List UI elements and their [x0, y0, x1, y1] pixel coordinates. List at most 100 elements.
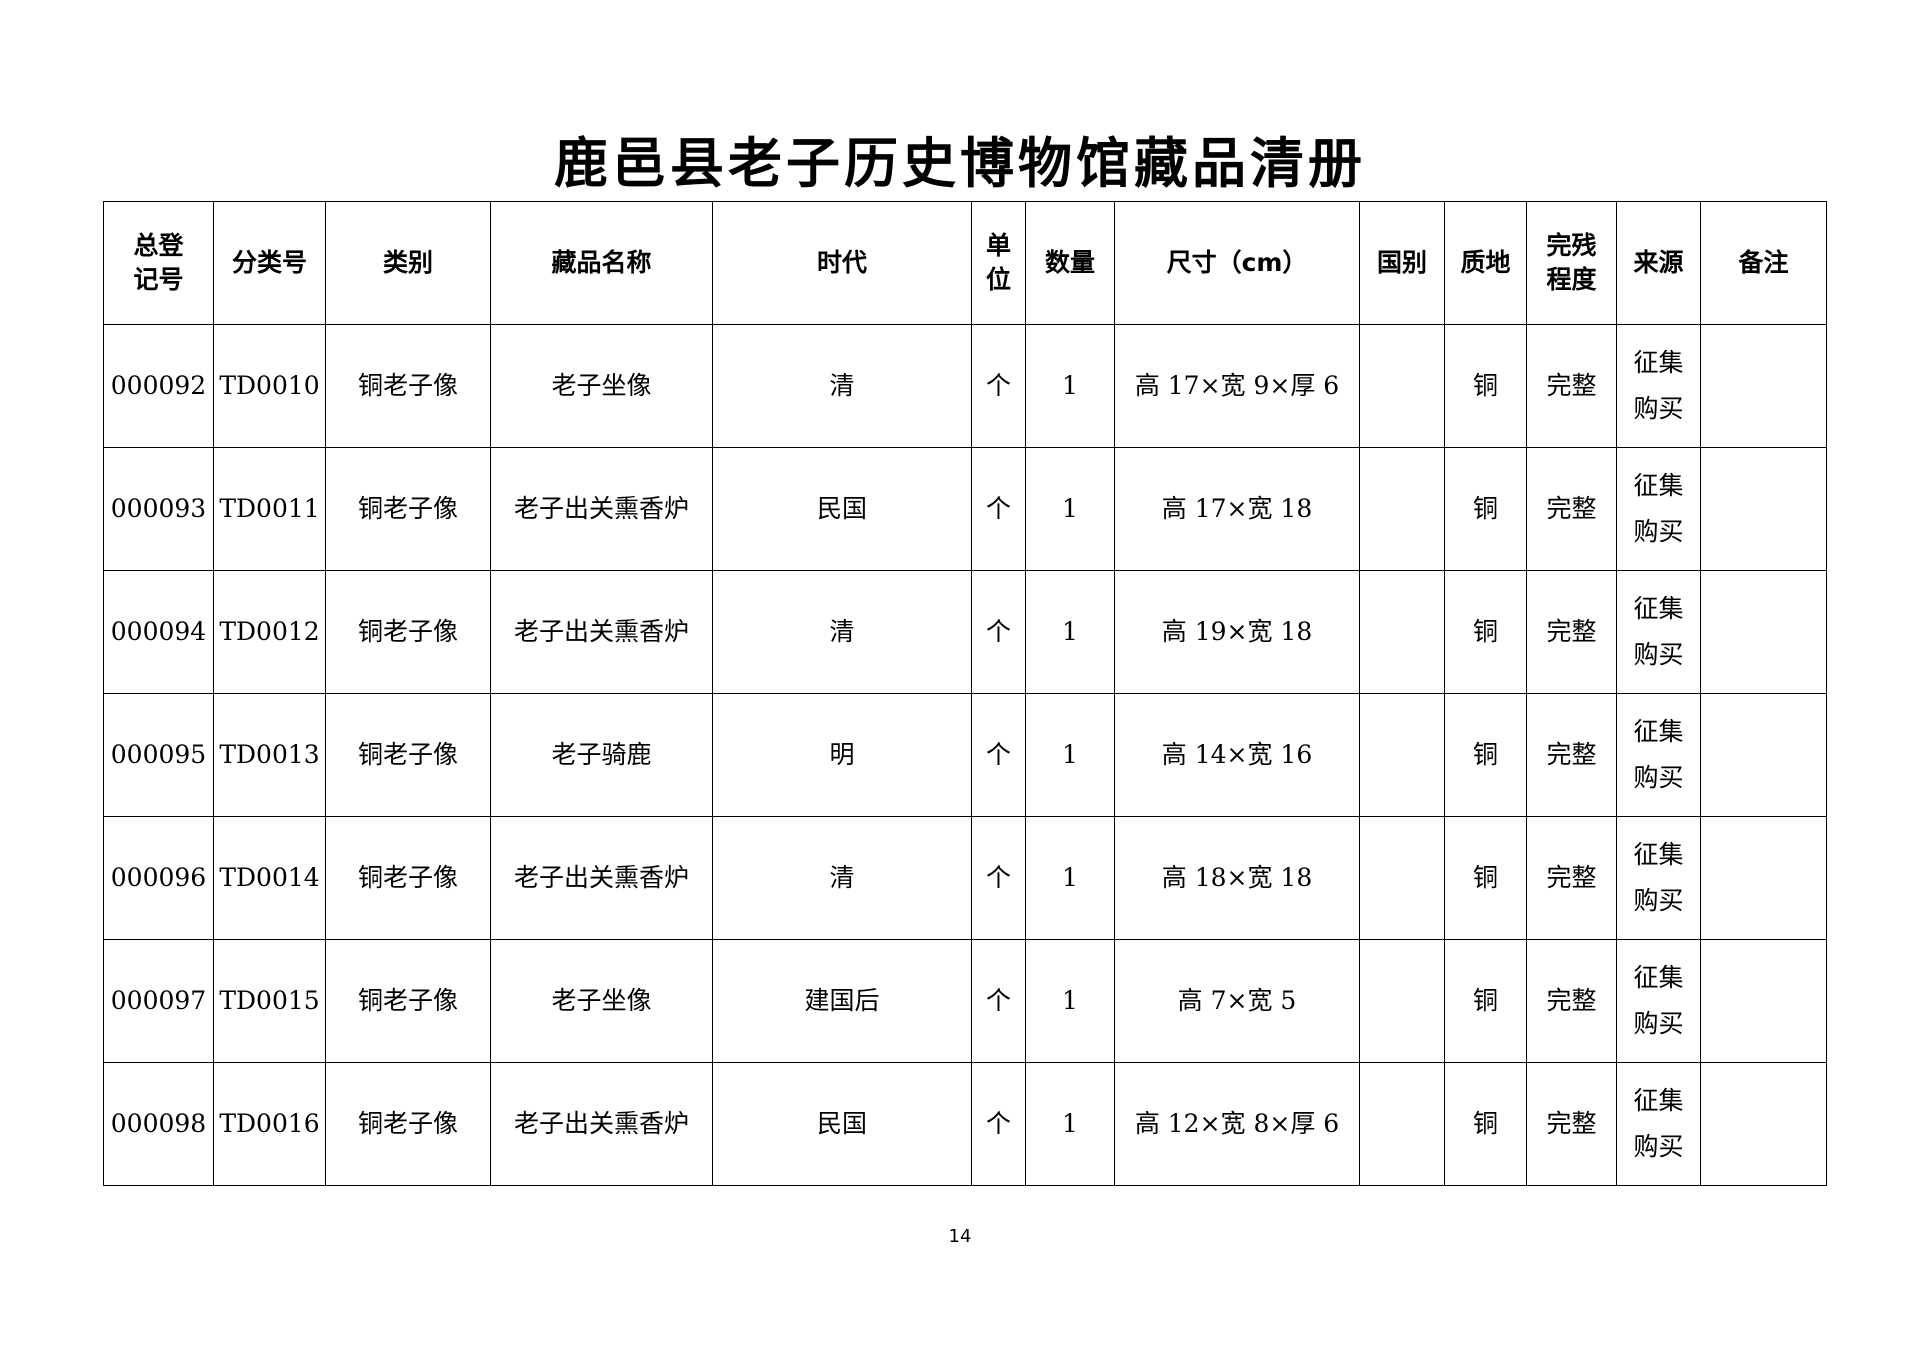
cell-registration-no: 000098 [103, 1062, 214, 1186]
cell-registration-no: 000094 [103, 570, 214, 694]
cell-condition: 完整 [1526, 324, 1617, 448]
cell-dimensions: 高 18×宽 18 [1114, 816, 1360, 940]
cell-category: 铜老子像 [325, 324, 491, 448]
cell-period: 清 [712, 324, 972, 448]
cell-dimensions: 高 12×宽 8×厚 6 [1114, 1062, 1360, 1186]
cell-dimensions: 高 19×宽 18 [1114, 570, 1360, 694]
table-row: 000098 TD0016 铜老子像 老子出关熏香炉 民国 个 1 高 12×宽… [103, 1062, 1827, 1186]
cell-condition: 完整 [1526, 447, 1617, 571]
cell-category: 铜老子像 [325, 447, 491, 571]
cell-registration-no: 000095 [103, 693, 214, 817]
cell-item-name: 老子出关熏香炉 [490, 447, 713, 571]
cell-registration-no: 000092 [103, 324, 214, 448]
col-header-unit: 单 位 [971, 201, 1026, 325]
cell-item-name: 老子坐像 [490, 324, 713, 448]
cell-source: 征集 购买 [1616, 324, 1701, 448]
cell-dimensions: 高 14×宽 16 [1114, 693, 1360, 817]
cell-category: 铜老子像 [325, 570, 491, 694]
col-header-period: 时代 [712, 201, 972, 325]
cell-dimensions: 高 7×宽 5 [1114, 939, 1360, 1063]
cell-category: 铜老子像 [325, 939, 491, 1063]
cell-unit: 个 [971, 447, 1026, 571]
page-title: 鹿邑县老子历史博物馆藏品清册 [554, 132, 1366, 195]
cell-condition: 完整 [1526, 1062, 1617, 1186]
cell-source: 征集 购买 [1616, 1062, 1701, 1186]
cell-remarks [1700, 816, 1827, 940]
col-header-condition: 完残 程度 [1526, 201, 1617, 325]
cell-remarks [1700, 570, 1827, 694]
table-row: 000096 TD0014 铜老子像 老子出关熏香炉 清 个 1 高 18×宽 … [103, 816, 1827, 940]
cell-classification-no: TD0012 [213, 570, 326, 694]
cell-period: 清 [712, 816, 972, 940]
table-row: 000095 TD0013 铜老子像 老子骑鹿 明 个 1 高 14×宽 16 … [103, 693, 1827, 817]
cell-remarks [1700, 693, 1827, 817]
cell-condition: 完整 [1526, 816, 1617, 940]
cell-source: 征集 购买 [1616, 693, 1701, 817]
cell-item-name: 老子骑鹿 [490, 693, 713, 817]
cell-material: 铜 [1444, 939, 1527, 1063]
col-header-category: 类别 [325, 201, 491, 325]
cell-period: 建国后 [712, 939, 972, 1063]
col-header-quantity: 数量 [1025, 201, 1115, 325]
col-header-source: 来源 [1616, 201, 1701, 325]
cell-unit: 个 [971, 570, 1026, 694]
cell-country [1359, 447, 1445, 571]
col-header-dimensions: 尺寸（cm） [1114, 201, 1360, 325]
cell-source: 征集 购买 [1616, 939, 1701, 1063]
cell-material: 铜 [1444, 693, 1527, 817]
cell-country [1359, 816, 1445, 940]
cell-country [1359, 570, 1445, 694]
cell-category: 铜老子像 [325, 816, 491, 940]
cell-remarks [1700, 447, 1827, 571]
col-header-registration-no: 总登 记号 [103, 201, 214, 325]
cell-classification-no: TD0016 [213, 1062, 326, 1186]
cell-material: 铜 [1444, 816, 1527, 940]
col-header-item-name: 藏品名称 [490, 201, 713, 325]
col-header-material: 质地 [1444, 201, 1527, 325]
cell-classification-no: TD0011 [213, 447, 326, 571]
col-header-classification-no: 分类号 [213, 201, 326, 325]
cell-country [1359, 1062, 1445, 1186]
cell-quantity: 1 [1025, 324, 1115, 448]
cell-classification-no: TD0015 [213, 939, 326, 1063]
cell-quantity: 1 [1025, 447, 1115, 571]
cell-condition: 完整 [1526, 939, 1617, 1063]
cell-classification-no: TD0014 [213, 816, 326, 940]
header-row: 总登 记号 分类号 类别 藏品名称 时代 单 位 数量 尺寸（cm） 国别 质地… [103, 201, 1827, 325]
cell-material: 铜 [1444, 1062, 1527, 1186]
cell-classification-no: TD0013 [213, 693, 326, 817]
cell-item-name: 老子坐像 [490, 939, 713, 1063]
cell-period: 民国 [712, 447, 972, 571]
table-row: 000097 TD0015 铜老子像 老子坐像 建国后 个 1 高 7×宽 5 … [103, 939, 1827, 1063]
cell-country [1359, 939, 1445, 1063]
cell-material: 铜 [1444, 447, 1527, 571]
table-row: 000093 TD0011 铜老子像 老子出关熏香炉 民国 个 1 高 17×宽… [103, 447, 1827, 571]
cell-registration-no: 000093 [103, 447, 214, 571]
cell-dimensions: 高 17×宽 9×厚 6 [1114, 324, 1360, 448]
cell-category: 铜老子像 [325, 1062, 491, 1186]
cell-condition: 完整 [1526, 693, 1617, 817]
cell-country [1359, 693, 1445, 817]
cell-quantity: 1 [1025, 816, 1115, 940]
col-header-country: 国别 [1359, 201, 1445, 325]
cell-source: 征集 购买 [1616, 816, 1701, 940]
cell-unit: 个 [971, 693, 1026, 817]
cell-unit: 个 [971, 1062, 1026, 1186]
cell-period: 清 [712, 570, 972, 694]
cell-item-name: 老子出关熏香炉 [490, 816, 713, 940]
cell-source: 征集 购买 [1616, 570, 1701, 694]
cell-unit: 个 [971, 939, 1026, 1063]
cell-source: 征集 购买 [1616, 447, 1701, 571]
cell-remarks [1700, 324, 1827, 448]
cell-material: 铜 [1444, 324, 1527, 448]
cell-category: 铜老子像 [325, 693, 491, 817]
cell-material: 铜 [1444, 570, 1527, 694]
collection-table: 总登 记号 分类号 类别 藏品名称 时代 单 位 数量 尺寸（cm） 国别 质地… [103, 201, 1827, 1186]
cell-quantity: 1 [1025, 939, 1115, 1063]
cell-unit: 个 [971, 816, 1026, 940]
cell-quantity: 1 [1025, 570, 1115, 694]
cell-remarks [1700, 1062, 1827, 1186]
cell-condition: 完整 [1526, 570, 1617, 694]
cell-registration-no: 000096 [103, 816, 214, 940]
table-row: 000094 TD0012 铜老子像 老子出关熏香炉 清 个 1 高 19×宽 … [103, 570, 1827, 694]
